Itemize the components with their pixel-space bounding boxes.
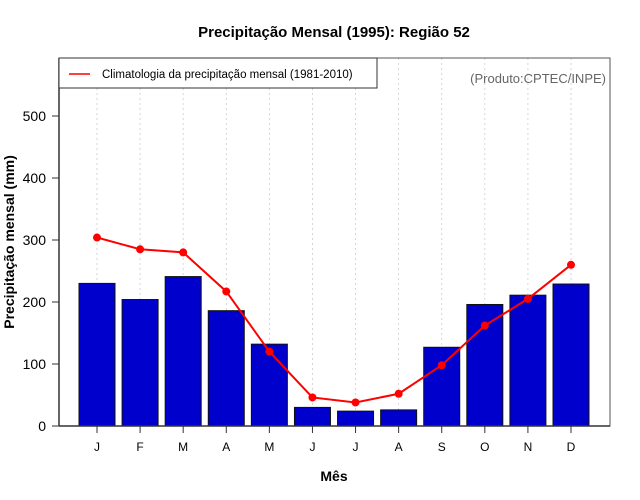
bar	[207, 310, 245, 427]
climatology-point	[480, 321, 489, 330]
y-tick-label: 100	[23, 356, 47, 372]
climatology-point	[567, 260, 575, 269]
climatology-line	[93, 233, 575, 407]
x-tick-label: A	[222, 440, 230, 454]
y-ticks: 0 100 200 300 400 500	[23, 108, 59, 434]
x-tick-label: N	[524, 440, 533, 454]
y-tick-label: 200	[23, 294, 47, 310]
bar	[337, 410, 375, 427]
climatology-point	[93, 233, 101, 242]
source-annotation: (Produto:CPTEC/INPE)	[470, 71, 606, 86]
bar	[293, 406, 331, 427]
x-tick-label: A	[395, 440, 403, 454]
x-axis-label: Mês	[320, 468, 347, 484]
climatology-point	[394, 389, 403, 398]
x-tick-label: F	[136, 440, 143, 454]
climatology-point	[523, 294, 532, 303]
climatology-point	[437, 361, 446, 370]
x-tick-label: J	[353, 440, 359, 454]
legend-label: Climatologia da precipitação mensal (198…	[102, 69, 353, 81]
chart-title: Precipitação Mensal (1995): Região 52	[198, 24, 470, 41]
climatology-point	[351, 398, 360, 407]
climatology-polyline	[96, 236, 572, 404]
x-tick-label: O	[480, 440, 489, 454]
y-tick-label: 500	[23, 108, 47, 124]
x-tick-label: M	[264, 440, 274, 454]
climatology-point	[308, 393, 317, 402]
bar	[121, 299, 159, 427]
climatology-point	[179, 248, 188, 257]
bar	[78, 282, 116, 427]
y-tick-label: 400	[23, 170, 47, 186]
x-tick-label: D	[567, 440, 576, 454]
bar	[380, 409, 418, 427]
x-tick-label: J	[309, 440, 315, 454]
legend: Climatologia da precipitação mensal (198…	[58, 57, 378, 89]
legend-box	[58, 57, 378, 89]
climatology-point	[265, 347, 274, 356]
bars	[78, 276, 590, 427]
x-tick-label: S	[438, 440, 446, 454]
bar	[423, 346, 461, 427]
bar	[250, 343, 288, 427]
bar	[552, 283, 590, 427]
climatology-point	[136, 245, 145, 254]
y-axis-label: Precipitação mensal (mm)	[1, 155, 17, 329]
bar	[164, 276, 202, 427]
x-tick-label: J	[94, 440, 100, 454]
y-tick-label: 300	[23, 232, 47, 248]
y-tick-label: 0	[38, 418, 46, 434]
climatology-point	[222, 287, 231, 296]
bar	[509, 294, 547, 427]
x-tick-label: M	[178, 440, 188, 454]
